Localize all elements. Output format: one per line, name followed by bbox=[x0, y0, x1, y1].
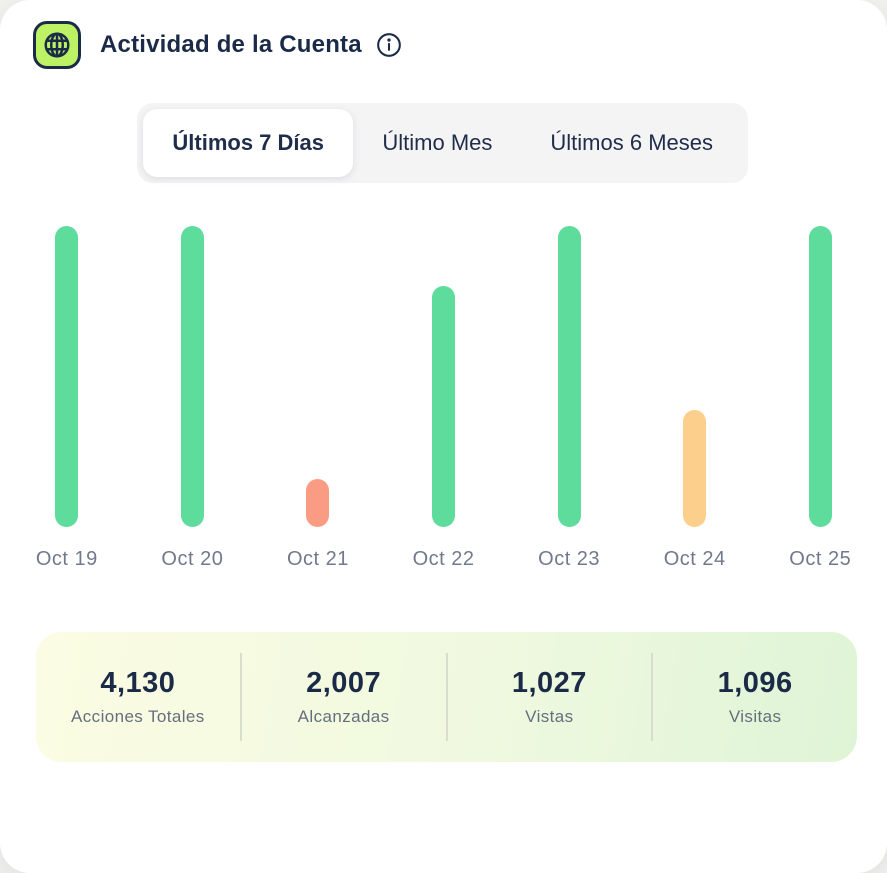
bar-column: Oct 24 bbox=[632, 226, 758, 571]
bar-area bbox=[432, 226, 456, 527]
activity-bar-oct-19[interactable] bbox=[55, 226, 79, 527]
x-axis-label: Oct 19 bbox=[35, 548, 98, 570]
info-icon[interactable] bbox=[376, 32, 402, 58]
activity-bar-oct-24[interactable] bbox=[683, 410, 707, 527]
activity-bar-oct-21[interactable] bbox=[306, 479, 330, 527]
tab-last-7-days[interactable]: Últimos 7 Días bbox=[143, 109, 354, 177]
stat-value: 1,027 bbox=[511, 667, 587, 699]
activity-bar-chart: Oct 19 Oct 20 Oct 21 Oct 22 Oct 23 Oct 24 Oct … bbox=[4, 226, 883, 571]
tab-last-6-months[interactable]: Últimos 6 Meses bbox=[521, 109, 742, 177]
page-title: Actividad de la Cuenta bbox=[100, 31, 362, 58]
divider bbox=[239, 653, 242, 741]
tab-last-month[interactable]: Último Mes bbox=[353, 109, 521, 177]
x-axis-label: Oct 22 bbox=[412, 548, 475, 570]
activity-bar-oct-20[interactable] bbox=[180, 226, 204, 527]
bar-column: Oct 23 bbox=[506, 226, 632, 571]
bar-area bbox=[557, 226, 581, 527]
card-header: Actividad de la Cuenta bbox=[33, 21, 854, 69]
globe-icon bbox=[33, 21, 81, 69]
bar-column: Oct 25 bbox=[757, 226, 883, 571]
stat-label: Alcanzadas bbox=[297, 707, 390, 726]
x-axis-label: Oct 20 bbox=[161, 548, 224, 570]
stat-label: Vistas bbox=[525, 707, 574, 726]
stat-value: 1,096 bbox=[717, 667, 793, 699]
bar-area bbox=[55, 226, 79, 527]
activity-bar-oct-25[interactable] bbox=[808, 226, 832, 527]
x-axis-label: Oct 24 bbox=[663, 548, 726, 570]
bar-area bbox=[180, 226, 204, 527]
stats-summary-panel: 4,130 Acciones Totales 2,007 Alcanzadas … bbox=[36, 632, 857, 762]
x-axis-label: Oct 21 bbox=[286, 548, 349, 570]
time-range-tabs: Últimos 7 Días Último Mes Últimos 6 Mese… bbox=[137, 103, 748, 183]
bar-column: Oct 19 bbox=[4, 226, 130, 571]
bar-column: Oct 22 bbox=[381, 226, 507, 571]
stat-label: Visitas bbox=[728, 707, 782, 726]
stat-total-actions: 4,130 Acciones Totales bbox=[36, 667, 240, 727]
activity-bar-oct-23[interactable] bbox=[557, 226, 581, 527]
stat-views: 1,027 Vistas bbox=[448, 667, 652, 727]
x-axis-label: Oct 25 bbox=[789, 548, 852, 570]
x-axis-label: Oct 23 bbox=[538, 548, 601, 570]
bar-area bbox=[808, 226, 832, 527]
divider bbox=[445, 653, 448, 741]
stat-value: 2,007 bbox=[306, 667, 382, 699]
stat-value: 4,130 bbox=[100, 667, 176, 699]
bar-area bbox=[306, 226, 330, 527]
bar-area bbox=[683, 226, 707, 527]
stat-visits: 1,096 Visitas bbox=[653, 667, 857, 727]
stat-reached: 2,007 Alcanzadas bbox=[242, 667, 446, 727]
stat-label: Acciones Totales bbox=[71, 707, 205, 726]
divider bbox=[651, 653, 654, 741]
bar-column: Oct 20 bbox=[130, 226, 256, 571]
activity-bar-oct-22[interactable] bbox=[432, 286, 456, 527]
bar-column: Oct 21 bbox=[255, 226, 381, 571]
